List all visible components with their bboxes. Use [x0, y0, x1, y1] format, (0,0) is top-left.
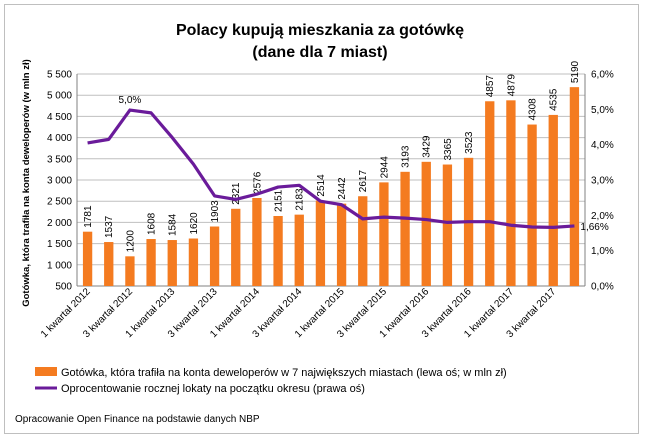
- bar-value-label: 1200: [125, 230, 136, 253]
- bar: [231, 208, 241, 286]
- plot-area: 500 1 000 1 500 2 000 2 500 3 000 3 500 4 000 4 …: [39, 60, 614, 340]
- chart-canvas: Polacy kupują mieszkania za gotówkę (dan…: [15, 22, 614, 425]
- y-tick-label: 4 500: [47, 112, 72, 123]
- bar-value-label: 1608: [147, 212, 158, 235]
- y2-tick-label: 6,0%: [591, 70, 614, 81]
- y-tick-label: 3 000: [47, 176, 72, 187]
- source-note: Opracowanie Open Finance na podstawie da…: [15, 414, 260, 425]
- bar-value-label: 2321: [231, 182, 242, 205]
- y-tick-label: 5 500: [47, 70, 72, 81]
- y2-tick-label: 4,0%: [591, 140, 614, 151]
- line-point-label: 5,0%: [119, 95, 142, 106]
- bar-value-label: 1781: [83, 205, 94, 228]
- y2-tick-label: 0,0%: [591, 282, 614, 293]
- bar-value-label: 1537: [104, 215, 115, 238]
- line-series: [87, 108, 575, 229]
- legend-swatch-bars: [35, 367, 57, 376]
- bar-value-label: 1620: [189, 212, 200, 235]
- bar-value-label: 3523: [464, 131, 475, 154]
- bar-value-label: 2442: [337, 177, 348, 200]
- chart-title: Polacy kupują mieszkania za gotówkę: [176, 22, 464, 39]
- y-tick-label: 4 000: [47, 133, 72, 144]
- bar: [421, 161, 431, 286]
- y-axis-label: Gotówka, która trafiła na konta dewelope…: [21, 59, 32, 307]
- y-tick-label: 3 500: [47, 154, 72, 165]
- bar: [336, 203, 347, 286]
- bar: [104, 242, 114, 286]
- y-tick-label: 1 500: [47, 239, 72, 250]
- bar-value-label: 2514: [316, 174, 327, 197]
- bar: [442, 164, 453, 286]
- bar: [209, 226, 220, 286]
- y-tick-label: 2 500: [47, 197, 72, 208]
- bar: [379, 182, 389, 286]
- bar-value-label: 1584: [168, 213, 179, 236]
- bar: [125, 256, 135, 286]
- bar-value-label: 2576: [252, 171, 263, 194]
- chart-frame: Polacy kupują mieszkania za gotówkę (dan…: [4, 4, 639, 434]
- bar: [252, 197, 262, 286]
- y-tick-label: 1 000: [47, 260, 72, 271]
- bar: [569, 87, 580, 286]
- bar-value-label: 4879: [506, 74, 517, 97]
- bar-value-label: 5190: [570, 60, 581, 83]
- bar-value-label: 1903: [210, 200, 221, 223]
- bar: [82, 231, 93, 286]
- bar-value-label: 4857: [485, 75, 496, 98]
- bar: [294, 214, 304, 286]
- bar-value-label: 3193: [401, 145, 412, 168]
- bar: [167, 240, 177, 286]
- bar: [485, 101, 495, 286]
- y-tick-label: 2 000: [47, 218, 72, 229]
- bar: [315, 200, 326, 286]
- bar-value-label: 4308: [528, 98, 539, 121]
- y2-tick-label: 1,0%: [591, 246, 614, 257]
- bar: [273, 215, 283, 286]
- bar: [548, 114, 558, 286]
- bar-value-label: 2944: [379, 156, 390, 179]
- bar-value-label: 4535: [549, 88, 560, 111]
- bar: [358, 196, 368, 286]
- bar: [400, 171, 410, 286]
- line-point-label: 1,66%: [580, 222, 608, 233]
- bar-value-label: 2617: [358, 170, 369, 193]
- bar-value-label: 2183: [295, 188, 306, 211]
- bar: [146, 239, 156, 286]
- legend-label-bars: Gotówka, która trafiła na konta dewelope…: [61, 367, 507, 379]
- y2-tick-label: 3,0%: [591, 176, 614, 187]
- bar: [506, 100, 516, 286]
- chart-subtitle: (dane dla 7 miast): [252, 44, 387, 61]
- legend: Gotówka, która trafiła na konta dewelope…: [35, 367, 507, 395]
- bar: [527, 124, 537, 286]
- legend-label-line: Oprocentowanie rocznej lokaty na początk…: [61, 383, 365, 395]
- y-tick-label: 5 000: [47, 91, 72, 102]
- y2-tick-label: 2,0%: [591, 211, 614, 222]
- bar: [188, 238, 199, 286]
- bar-value-label: 3429: [422, 135, 433, 158]
- bar-value-label: 2151: [274, 189, 285, 212]
- bar-value-label: 3365: [443, 138, 454, 161]
- y-tick-label: 500: [55, 282, 72, 293]
- y2-tick-label: 5,0%: [591, 105, 614, 116]
